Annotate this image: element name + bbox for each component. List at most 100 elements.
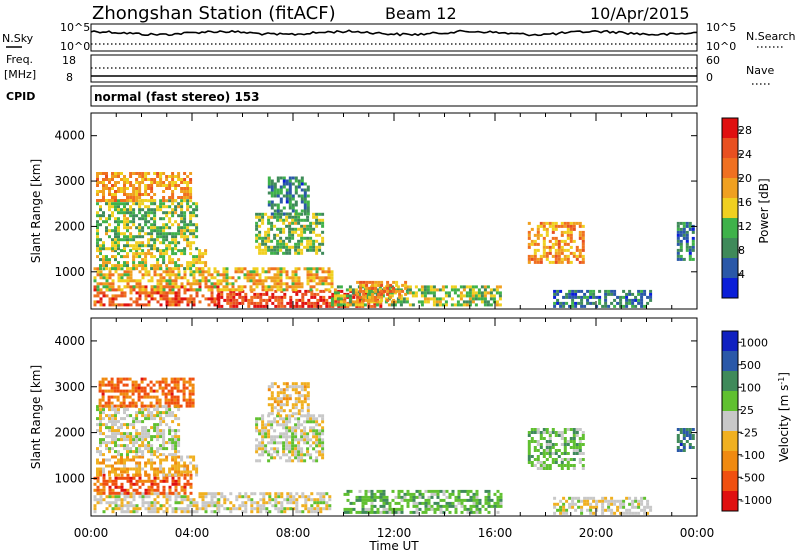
power-cell bbox=[93, 276, 97, 280]
power-cell bbox=[291, 197, 295, 201]
velocity-cell bbox=[572, 464, 576, 467]
velocity-cell bbox=[120, 482, 124, 486]
velocity-cell bbox=[114, 429, 117, 433]
velocity-cell bbox=[168, 467, 172, 471]
power-cell bbox=[192, 241, 196, 245]
velocity-cell bbox=[285, 444, 289, 448]
power-cell bbox=[283, 295, 287, 299]
power-cell bbox=[489, 303, 493, 307]
velocity-cell bbox=[262, 501, 266, 505]
velocity-cell bbox=[572, 440, 576, 443]
velocity-cell bbox=[267, 435, 271, 439]
power-cell bbox=[255, 279, 259, 283]
power-cell bbox=[685, 221, 689, 225]
velocity-cell bbox=[144, 447, 148, 451]
velocity-cell bbox=[258, 417, 262, 421]
power-cell bbox=[389, 289, 393, 293]
velocity-cell bbox=[475, 495, 479, 499]
power-cell bbox=[527, 221, 531, 225]
velocity-cell bbox=[99, 488, 103, 492]
power-cell bbox=[195, 214, 199, 218]
velocity-cell bbox=[487, 489, 491, 493]
velocity-cell bbox=[105, 435, 108, 439]
velocity-cell bbox=[162, 438, 166, 442]
velocity-cell bbox=[128, 404, 132, 408]
velocity-cell bbox=[303, 429, 307, 433]
velocity-cell bbox=[189, 501, 193, 505]
power-cell bbox=[186, 241, 190, 245]
velocity-cell bbox=[622, 502, 626, 506]
velocity-cell bbox=[168, 470, 172, 474]
velocity-cell bbox=[300, 403, 304, 407]
power-cell bbox=[267, 288, 271, 292]
velocity-cell bbox=[640, 508, 644, 512]
power-cell bbox=[548, 251, 552, 255]
velocity-cell bbox=[309, 420, 313, 424]
power-cell bbox=[111, 273, 115, 277]
power-cell bbox=[111, 199, 114, 202]
velocity-cell bbox=[499, 498, 503, 502]
power-cell bbox=[144, 288, 148, 292]
velocity-cell bbox=[110, 395, 114, 399]
power-cell bbox=[168, 270, 172, 274]
power-cell bbox=[294, 203, 298, 207]
velocity-cell bbox=[98, 383, 102, 387]
velocity-cell bbox=[180, 510, 184, 514]
velocity-cell bbox=[634, 496, 638, 500]
velocity-cell bbox=[132, 441, 136, 445]
velocity-cell bbox=[451, 504, 455, 508]
power-cell bbox=[138, 196, 142, 199]
power-cell bbox=[312, 245, 316, 249]
power-cell bbox=[171, 285, 175, 289]
velocity-cell bbox=[180, 485, 184, 489]
velocity-cell bbox=[150, 438, 154, 442]
power-cell bbox=[271, 292, 275, 296]
velocity-cell bbox=[162, 485, 166, 489]
power-cell bbox=[168, 273, 172, 277]
power-cell bbox=[566, 254, 570, 258]
velocity-cell bbox=[135, 450, 139, 454]
velocity-ylabel: Slant Range [km] bbox=[29, 365, 43, 469]
power-cell bbox=[171, 199, 175, 202]
power-cell bbox=[679, 242, 683, 246]
power-cell bbox=[220, 289, 224, 293]
velocity-cell bbox=[238, 492, 242, 496]
power-cell bbox=[637, 292, 641, 296]
velocity-cell bbox=[285, 459, 289, 463]
power-cell bbox=[183, 229, 187, 233]
power-cell bbox=[380, 289, 384, 293]
power-cell bbox=[144, 273, 148, 277]
velocity-cell bbox=[93, 495, 97, 499]
power-cell bbox=[456, 303, 460, 307]
velocity-cell bbox=[288, 385, 292, 389]
velocity-cell bbox=[156, 435, 160, 439]
velocity-cell bbox=[114, 420, 117, 424]
velocity-cell bbox=[527, 440, 531, 443]
colorbar-segment bbox=[722, 391, 738, 412]
velocity-cell bbox=[496, 495, 500, 499]
velocity-cell bbox=[177, 450, 181, 454]
velocity-cell bbox=[168, 426, 172, 430]
velocity-cell bbox=[101, 380, 105, 384]
power-cell bbox=[138, 199, 142, 203]
velocity-cell bbox=[143, 395, 147, 399]
velocity-cell bbox=[285, 447, 289, 451]
power-cell bbox=[489, 297, 493, 301]
velocity-cell bbox=[382, 495, 386, 499]
velocity-cell bbox=[135, 453, 139, 457]
power-cell bbox=[114, 235, 117, 239]
power-cell bbox=[453, 303, 457, 307]
velocity-cell bbox=[270, 406, 274, 410]
velocity-cell bbox=[111, 479, 115, 483]
velocity-cell bbox=[117, 411, 120, 415]
velocity-cell bbox=[466, 492, 470, 496]
velocity-cell bbox=[176, 377, 180, 381]
velocity-cell bbox=[180, 470, 184, 474]
velocity-cell bbox=[170, 392, 174, 396]
velocity-colorbar-label-exp: -1 bbox=[777, 377, 786, 385]
velocity-cell bbox=[400, 498, 404, 502]
power-cell bbox=[300, 218, 304, 222]
velocity-cell bbox=[96, 461, 99, 465]
power-cell bbox=[132, 288, 136, 292]
power-cell bbox=[168, 279, 172, 283]
